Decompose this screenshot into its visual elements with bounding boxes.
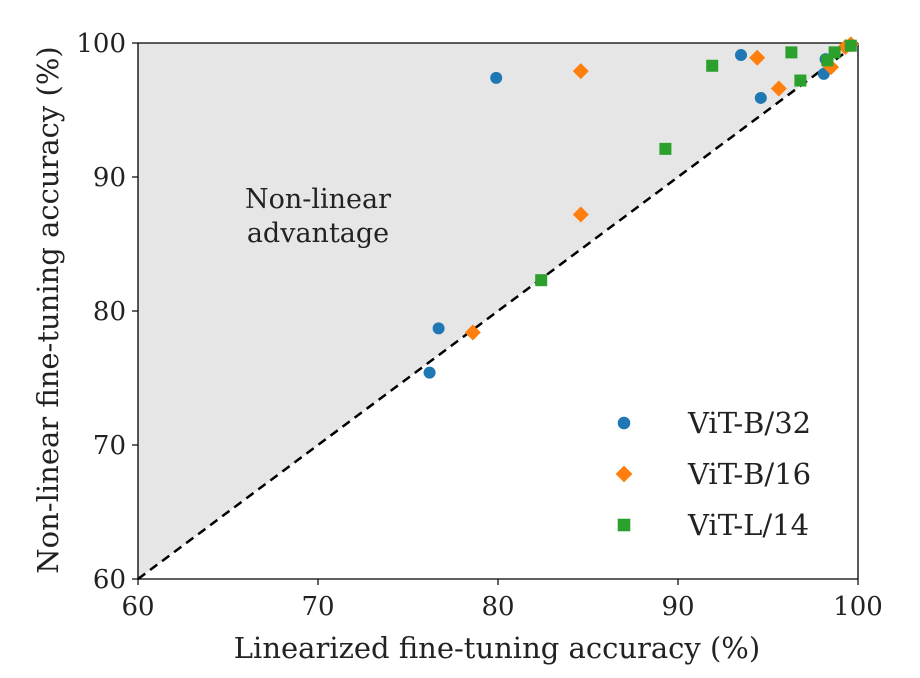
legend-label-2: ViT-L/14 [687,508,809,542]
annotation-line-1: Non-linear [245,184,391,215]
x-axis-label: Linearized fine-tuning accuracy (%) [234,631,760,665]
x-tick-label: 60 [121,592,154,622]
y-tick-label: 80 [93,297,126,327]
point-square-2-1 [659,142,672,155]
point-circle-0-1 [432,322,445,335]
advantage-region [138,43,858,579]
y-tick-label: 100 [76,29,126,59]
plot-area [137,36,859,581]
legend-marker-2 [617,518,631,532]
legend-marker-0 [617,416,631,430]
legend-marker-1 [615,465,633,483]
legend-label-1: ViT-B/16 [687,457,811,491]
point-square-2-3 [785,46,798,59]
point-circle-0-2 [490,71,503,84]
point-diamond-1-3 [749,49,766,66]
legend-label-0: ViT-B/32 [687,406,811,440]
axis-ticks: 60 70 80 90 100 60 70 80 90 100 [76,29,882,622]
point-square-2-0 [535,274,548,287]
point-square-2-6 [828,46,841,59]
legend: ViT-B/32 ViT-B/16 ViT-L/14 [615,406,811,542]
point-diamond-1-0 [464,324,481,341]
point-diamond-1-4 [770,80,787,97]
x-tick-label: 80 [481,592,514,622]
point-square-2-2 [706,59,719,72]
point-circle-0-0 [423,366,436,379]
point-circle-0-4 [754,91,767,104]
x-tick-label: 70 [301,592,334,622]
y-tick-label: 90 [93,163,126,193]
y-tick-label: 60 [93,565,126,595]
point-square-2-4 [794,74,807,87]
point-diamond-1-1 [572,63,589,80]
y-tick-label: 70 [93,431,126,461]
annotation-line-2: advantage [247,218,389,249]
x-tick-label: 90 [661,592,694,622]
y-axis-label: Non-linear fine-tuning accuracy (%) [31,46,65,573]
point-square-2-7 [844,39,857,52]
point-diamond-1-2 [572,206,589,223]
point-diamond-1-5 [823,59,839,76]
point-circle-0-3 [735,49,747,62]
x-tick-label: 100 [833,592,883,622]
